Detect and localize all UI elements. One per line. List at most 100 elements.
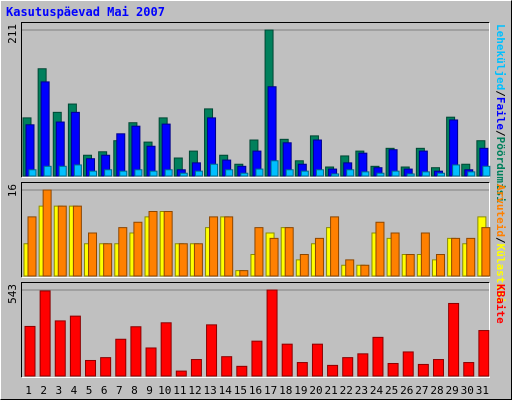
x-tick-label: 18 [279,384,292,397]
bar [178,243,188,277]
bar [27,216,37,277]
chart-title: Kasutuspäevad Mai 2007 [6,5,165,19]
bar [406,173,415,177]
bar [327,364,339,377]
bar [164,169,173,177]
bar [331,173,340,177]
bar [190,359,202,377]
bar [361,171,370,177]
panel-light [21,182,490,278]
bar [342,357,354,377]
bar [296,362,308,377]
x-tick-label: 29 [446,384,459,397]
bar [284,227,294,277]
bar [254,227,264,277]
panel-light [21,282,490,378]
bar [43,165,52,177]
bar [285,169,294,177]
bar [436,172,445,177]
bar [85,359,97,377]
bar [467,171,476,177]
bar [116,133,126,177]
x-tick-label: 25 [385,384,398,397]
bar [210,163,219,177]
y-tick-label: 16 [6,184,19,197]
x-tick-label: 7 [116,384,123,397]
bar [134,169,143,177]
panel-shadow [21,22,490,178]
x-tick-label: 28 [430,384,443,397]
bar [88,232,98,277]
bar [299,254,309,277]
bar [451,237,461,277]
legend-separator: / [494,90,507,97]
x-tick-label: 14 [219,384,233,397]
bar [58,165,67,177]
x-tick-label: 16 [249,384,262,397]
panel-shadow [21,282,490,378]
x-tick-label: 2 [40,384,47,397]
bar [236,365,248,377]
bar [452,164,461,177]
bar [118,227,128,277]
bar [28,169,37,177]
bar [179,172,188,177]
bar [432,359,444,377]
bar [225,169,234,177]
bar [103,243,113,277]
legend: Arvuteid/Külastusi [494,184,507,304]
bar [206,324,218,377]
bar [387,362,399,377]
bar [131,125,141,177]
bar [420,232,430,277]
bar [330,216,340,277]
bar [251,340,263,377]
bar [163,211,173,277]
bar [25,124,35,177]
panel-shadow [21,182,490,278]
bar [104,169,113,177]
x-tick-label: 31 [476,384,489,397]
legend-entry: Arvuteid [494,184,507,237]
bar [40,81,50,177]
bar [315,169,324,177]
x-tick-label: 4 [71,384,78,397]
bar [402,351,414,377]
legend-entry: KBaite [494,284,507,324]
x-tick-label: 21 [325,384,338,397]
bar [300,170,309,177]
bar [390,232,400,277]
y-tick-label: 543 [6,284,19,304]
y-tick-label: 211 [6,24,19,44]
bar [421,171,430,177]
bar [145,347,157,377]
bar [39,290,51,377]
bar [346,169,355,177]
legend-entry: Leheküljed [494,24,507,90]
bar [375,221,385,277]
panel-light [21,22,490,178]
bar [73,164,82,177]
bar [100,357,112,377]
bar [193,243,203,277]
bar [57,205,67,277]
bar [240,172,249,177]
bar [69,315,81,377]
bar [269,237,279,277]
legend-separator: / [494,237,507,244]
bar [417,363,429,377]
bar [478,330,490,377]
x-tick-label: 24 [370,384,384,397]
bar [372,336,384,377]
bar [281,343,293,377]
bar [391,170,400,177]
bar [239,270,249,277]
bar [148,211,158,277]
bar [314,237,324,277]
bar [130,326,142,377]
x-tick-label: 19 [294,384,307,397]
bar [360,264,370,277]
legend-entry: Pöördumisi [494,137,507,204]
bar [345,259,355,277]
legend: Leheküljed/Faile/Pöördumisi [494,24,507,203]
